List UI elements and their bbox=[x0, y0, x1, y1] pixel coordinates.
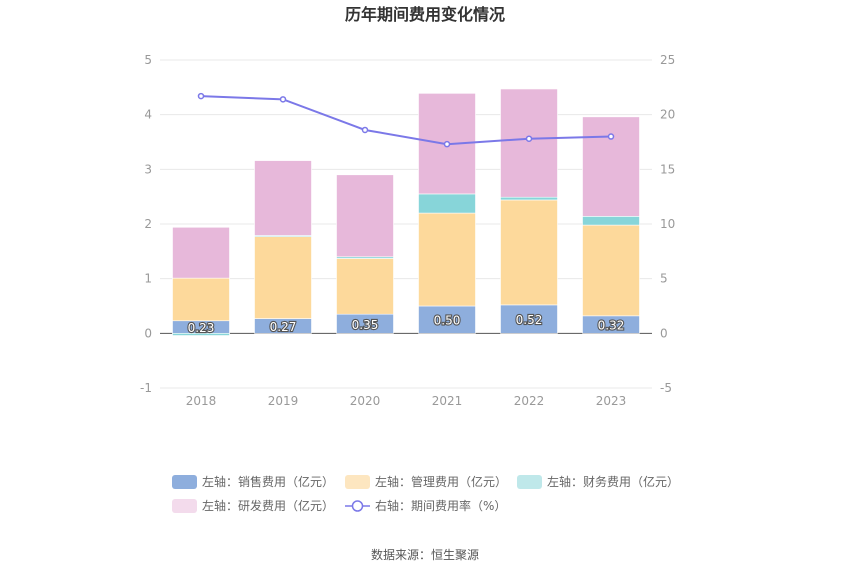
legend-marker-icon bbox=[351, 500, 364, 512]
bar-segment[interactable] bbox=[500, 304, 558, 334]
right-axis-tick-label: 0 bbox=[660, 326, 668, 340]
rate-line-point[interactable] bbox=[525, 135, 533, 142]
data-labels: 0.23 0.27 0.35 0.50 0.52 0.32 bbox=[187, 312, 626, 336]
legend-item[interactable]: 左轴：销售费用（亿元） bbox=[172, 474, 334, 489]
rate-line-point[interactable] bbox=[443, 140, 451, 148]
source-note: 数据来源：恒生聚源 bbox=[371, 547, 479, 562]
x-axis-tick-label: 2020 bbox=[350, 394, 381, 408]
x-axis-tick-label: 2019 bbox=[268, 394, 299, 408]
bar-segment[interactable] bbox=[418, 212, 476, 307]
bar-segment[interactable] bbox=[582, 116, 640, 217]
left-axis-tick-label: -1 bbox=[140, 381, 152, 395]
right-axis-tick-label: 10 bbox=[660, 217, 675, 231]
legend-item[interactable]: 左轴：财务费用（亿元） bbox=[517, 474, 679, 489]
right-axis-tick-label: 20 bbox=[660, 108, 675, 122]
x-axis-tick-label: 2022 bbox=[514, 394, 545, 408]
legend-label: 左轴：管理费用（亿元） bbox=[375, 474, 507, 489]
legend-swatch bbox=[345, 475, 370, 489]
rate-line bbox=[197, 92, 615, 148]
left-axis-tick-label: 4 bbox=[144, 108, 152, 122]
bar-segment[interactable] bbox=[582, 216, 640, 226]
left-axis-tick-label: 2 bbox=[144, 217, 152, 231]
x-axis-tick-label: 2021 bbox=[432, 394, 463, 408]
bar-segment[interactable] bbox=[336, 258, 394, 315]
left-axis-tick-label: 1 bbox=[144, 272, 152, 286]
legend[interactable]: 左轴：销售费用（亿元） 左轴：管理费用（亿元） 左轴：财务费用（亿元） 左轴：研发费用… bbox=[172, 474, 679, 513]
right-axis-tick-label: 5 bbox=[660, 272, 668, 286]
bar-segment[interactable] bbox=[500, 88, 558, 198]
data-label: 0.35 bbox=[352, 318, 379, 332]
legend-swatch bbox=[172, 499, 197, 513]
chart-title: 历年期间费用变化情况 bbox=[345, 5, 505, 24]
x-axis-tick-label: 2023 bbox=[596, 394, 627, 408]
bar-segment[interactable] bbox=[500, 199, 558, 306]
legend-label: 左轴：研发费用（亿元） bbox=[202, 498, 334, 513]
legend-label: 左轴：财务费用（亿元） bbox=[547, 474, 679, 489]
bar-segment[interactable] bbox=[500, 196, 558, 201]
legend-swatch bbox=[172, 475, 197, 489]
data-label: 0.50 bbox=[434, 314, 461, 328]
right-axis-tick-label: -5 bbox=[660, 381, 672, 395]
rate-line-point[interactable] bbox=[197, 92, 205, 100]
right-axis-tick-label: 15 bbox=[660, 162, 675, 176]
bars bbox=[172, 88, 640, 336]
data-label: 0.52 bbox=[516, 313, 543, 327]
bar-segment[interactable] bbox=[172, 333, 230, 336]
legend-item[interactable]: 左轴：研发费用（亿元） bbox=[172, 498, 334, 513]
x-axis-tick-label: 2018 bbox=[186, 394, 217, 408]
legend-item[interactable]: 左轴：管理费用（亿元） bbox=[345, 474, 507, 489]
rate-line-point[interactable] bbox=[361, 126, 369, 134]
left-axis-tick-label: 3 bbox=[144, 162, 152, 176]
bar-segment[interactable] bbox=[418, 193, 476, 214]
legend-swatch bbox=[517, 475, 542, 489]
right-axis-tick-label: 25 bbox=[660, 53, 675, 67]
rate-line-point[interactable] bbox=[607, 133, 615, 140]
bar-segment[interactable] bbox=[582, 224, 640, 317]
legend-item[interactable]: 右轴：期间费用率（%） bbox=[345, 498, 506, 513]
grid-lines bbox=[160, 59, 652, 389]
bar-segment[interactable] bbox=[254, 236, 312, 319]
bar-segment[interactable] bbox=[336, 174, 394, 258]
bar-segment[interactable] bbox=[254, 160, 312, 236]
legend-label: 右轴：期间费用率（%） bbox=[375, 498, 506, 513]
rate-line-path[interactable] bbox=[200, 95, 612, 146]
rate-line-point[interactable] bbox=[279, 96, 287, 103]
legend-label: 左轴：销售费用（亿元） bbox=[202, 474, 334, 489]
data-label: 0.23 bbox=[188, 321, 215, 335]
data-label: 0.27 bbox=[270, 320, 297, 334]
left-axis-tick-label: 0 bbox=[144, 326, 152, 340]
left-axis-tick-label: 5 bbox=[144, 53, 152, 67]
bar-segment[interactable] bbox=[172, 226, 230, 279]
bar-segment[interactable] bbox=[172, 277, 230, 322]
data-label: 0.32 bbox=[598, 319, 625, 333]
